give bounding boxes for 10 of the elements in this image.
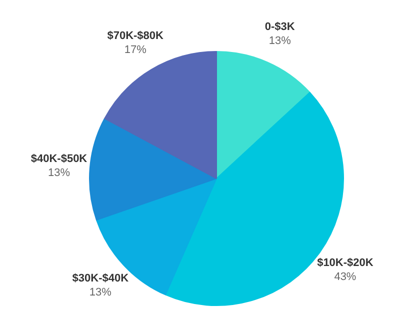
slice-label: $70K-$80K xyxy=(107,30,164,42)
slice-label: 0-$3K xyxy=(264,20,295,33)
data-label: 13% xyxy=(48,166,70,179)
data-label: 43% xyxy=(334,271,356,284)
slice-label: $40K-$50K xyxy=(30,152,88,165)
data-label: 17% xyxy=(124,44,147,56)
slice-label: $30K-$40K xyxy=(72,272,129,285)
slice-label: $10K-$20K xyxy=(317,257,374,270)
data-label: 13% xyxy=(268,34,292,47)
data-label: 13% xyxy=(89,286,112,299)
